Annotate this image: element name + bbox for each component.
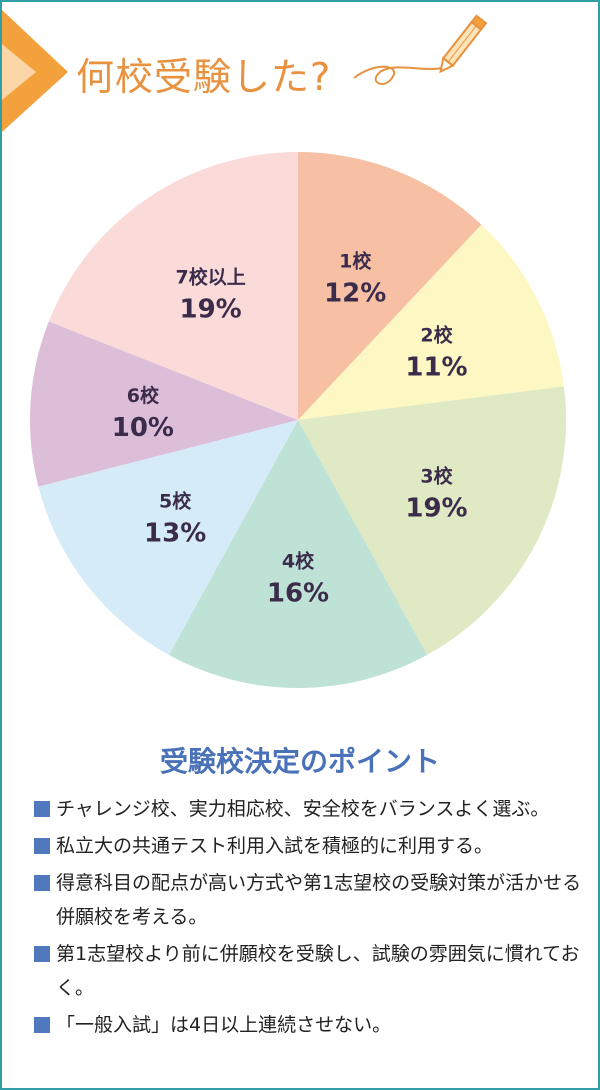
point-item: 「一般入試」は4日以上連続させない。 [34, 1008, 584, 1042]
pie-slice [298, 152, 482, 420]
point-text: 第1志望校より前に併願校を受験し、試験の雰囲気に慣れておく。 [56, 943, 580, 999]
arrow-tab-icon [2, 10, 68, 132]
slice-label: 4校 [282, 549, 315, 572]
header-decoration [2, 10, 488, 132]
pie-chart-container: 1校 12% 2校 11% 3校 19% 4校 16% 5校 13% 6校 10% 7校以上 19% [2, 142, 598, 722]
slice-label: 5校 [159, 489, 192, 512]
point-item: 第1志望校より前に併願校を受験し、試験の雰囲気に慣れておく。 [34, 937, 584, 1005]
pie-slice [48, 152, 298, 420]
slice-label: 6校 [127, 384, 160, 407]
pie-chart: 1校 12% 2校 11% 3校 19% 4校 16% 5校 13% 6校 10% 7校以上 19% [30, 152, 566, 688]
slice-percent-label: 19% [180, 294, 242, 324]
swirl-line-icon [353, 65, 443, 86]
arrow-tab-inner-icon [2, 44, 36, 100]
slice-label: 2校 [420, 323, 453, 346]
page-title: 何校受験した? [76, 55, 332, 99]
bullet-square-icon [34, 838, 50, 854]
point-text: 私立大の共通テスト利用入試を積極的に利用する。 [56, 835, 494, 857]
section-title: 受験校決定のポイント [159, 745, 440, 778]
pie-slice [298, 386, 566, 655]
point-text: 得意科目の配点が高い方式や第1志望校の受験対策が活かせる併願校を考える。 [56, 872, 582, 928]
slice-percent-label: 12% [324, 278, 386, 308]
pie-slice [168, 420, 428, 688]
point-item: 私立大の共通テスト利用入試を積極的に利用する。 [34, 829, 584, 863]
slice-percent-label: 19% [405, 494, 467, 524]
bullet-square-icon [34, 946, 50, 962]
pencil-icon [439, 14, 488, 74]
slice-label: 3校 [420, 465, 453, 488]
slice-percent-label: 13% [144, 518, 206, 548]
points-list: チャレンジ校、実力相応校、安全校をバランスよく選ぶ。 私立大の共通テスト利用入試… [34, 792, 584, 1045]
slice-percent-label: 10% [112, 413, 174, 443]
slice-label: 7校以上 [176, 265, 246, 288]
pie-slice [30, 321, 299, 487]
header: 何校受験した? [2, 2, 598, 142]
bullet-square-icon [34, 801, 50, 817]
slice-percent-label: 16% [267, 578, 329, 608]
bullet-square-icon [34, 1017, 50, 1033]
bullet-square-icon [34, 875, 50, 891]
pie-slice [298, 224, 564, 420]
point-item: 得意科目の配点が高い方式や第1志望校の受験対策が活かせる併願校を考える。 [34, 866, 584, 934]
slice-label: 1校 [339, 249, 372, 272]
point-text: 「一般入試」は4日以上連続させない。 [56, 1014, 392, 1036]
slice-percent-label: 11% [405, 352, 467, 382]
pie-slice [38, 420, 299, 655]
point-text: チャレンジ校、実力相応校、安全校をバランスよく選ぶ。 [56, 798, 550, 820]
point-item: チャレンジ校、実力相応校、安全校をバランスよく選ぶ。 [34, 792, 584, 826]
